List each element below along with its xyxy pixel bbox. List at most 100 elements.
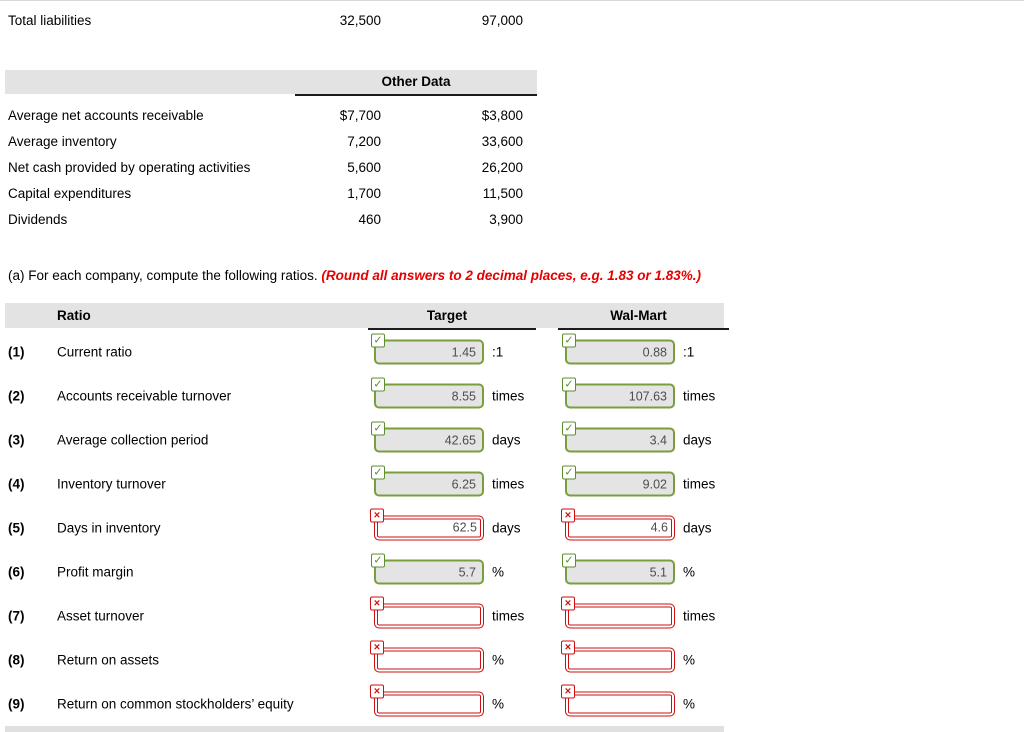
ratio-label: Accounts receivable turnover	[57, 388, 232, 404]
target-cell: ✓ 42.65 days	[371, 421, 521, 453]
unit-label: times	[683, 388, 716, 404]
other-data-rows: Average net accounts receivable $7,700 $…	[0, 96, 540, 232]
answer-input[interactable]: ×	[561, 640, 675, 673]
answer-input[interactable]: ×	[561, 684, 675, 717]
check-icon: ✓	[562, 465, 576, 480]
ratio-label: Return on assets	[57, 652, 160, 668]
answer-input[interactable]: ✓ 107.63	[562, 377, 675, 409]
answer-input[interactable]: ×	[370, 684, 484, 717]
unit-label: times	[683, 476, 716, 492]
answer-input[interactable]: ✓ 5.7	[371, 553, 484, 585]
ratio-label: Average collection period	[57, 432, 209, 448]
od-target-value: 5,600	[347, 159, 381, 175]
od-row-label: Net cash provided by operating activitie…	[8, 159, 251, 175]
answer-input[interactable]: ✓ 0.88	[562, 333, 675, 365]
target-cell: × 62.5 days	[370, 508, 521, 541]
walmart-cell: ✓ 107.63 times	[562, 377, 716, 409]
target-cell: × %	[370, 684, 505, 717]
check-icon: ✓	[371, 465, 385, 480]
x-icon: ×	[561, 684, 575, 699]
answer-input[interactable]: ×	[561, 596, 675, 629]
answer-input[interactable]: ✓ 3.4	[562, 421, 675, 453]
row-number: (1)	[8, 344, 25, 360]
walmart-cell: × 4.6 days	[561, 508, 712, 541]
total-liabilities-label: Total liabilities	[8, 12, 92, 28]
od-row-label: Dividends	[8, 211, 68, 227]
od-walmart-value: 26,200	[481, 159, 523, 175]
walmart-cell: ✓ 5.1 %	[562, 553, 695, 585]
answer-value: 5.1	[649, 565, 667, 580]
target-column-underline	[368, 328, 536, 330]
od-target-value: 460	[358, 211, 381, 227]
row-number: (8)	[8, 652, 25, 668]
x-icon: ×	[561, 640, 575, 655]
ratio-table: Ratio Target Wal-Mart (1) Current ratio …	[0, 303, 740, 726]
answer-input[interactable]: ×	[370, 640, 484, 673]
row-number: (2)	[8, 388, 25, 404]
walmart-cell: × times	[561, 596, 716, 629]
row-number: (9)	[8, 696, 25, 712]
row-number: (7)	[8, 608, 25, 624]
other-data-underline	[295, 94, 537, 96]
answer-input[interactable]: × 62.5	[370, 508, 484, 541]
unit-label: %	[492, 564, 505, 580]
total-liabilities-walmart-value: 97,000	[481, 12, 523, 28]
other-data-header-band: Other Data	[5, 70, 537, 94]
other-data-table: Other Data Average net accounts receivab…	[0, 70, 540, 232]
od-row-label: Average inventory	[8, 133, 117, 149]
top-divider	[0, 0, 1024, 1]
answer-input[interactable]: ✓ 5.1	[562, 553, 675, 585]
unit-label: days	[683, 432, 712, 448]
x-icon: ×	[370, 596, 384, 611]
other-data-row: Average inventory 7,200 33,600	[0, 128, 540, 154]
answer-value: 42.65	[444, 433, 476, 448]
ratio-row: (1) Current ratio ✓ 1.45 :1 ✓ 0.88 :1	[0, 330, 740, 374]
target-cell: × times	[370, 596, 524, 629]
ratio-label: Return on common stockholders’ equity	[57, 696, 294, 712]
od-row-label: Average net accounts receivable	[8, 107, 204, 123]
answer-input[interactable]: ✓ 6.25	[371, 465, 484, 497]
total-liabilities-row: Total liabilities 32,500 97,000	[0, 7, 540, 33]
unit-label: :1	[492, 344, 504, 360]
unit-label: days	[492, 432, 521, 448]
answer-input[interactable]: ✓ 42.65	[371, 421, 484, 453]
ratio-table-header-band: Ratio Target Wal-Mart	[5, 303, 729, 330]
unit-label: times	[492, 388, 525, 404]
ratio-row: (9) Return on common stockholders’ equit…	[0, 682, 740, 726]
row-number: (6)	[8, 564, 25, 580]
answer-value: 1.45	[451, 345, 476, 360]
answer-input[interactable]: × 4.6	[561, 508, 675, 541]
row-number: (3)	[8, 432, 25, 448]
walmart-cell: ✓ 0.88 :1	[562, 333, 695, 365]
bottom-band	[5, 726, 724, 732]
answer-input[interactable]: ✓ 1.45	[371, 333, 484, 365]
ratio-label: Profit margin	[57, 564, 134, 580]
x-icon: ×	[370, 508, 384, 523]
answer-value: 107.63	[628, 389, 667, 404]
target-cell: ✓ 6.25 times	[371, 465, 524, 497]
instruction-text: (a) For each company, compute the follow…	[8, 266, 1008, 286]
other-data-row: Net cash provided by operating activitie…	[0, 154, 540, 180]
check-icon: ✓	[562, 333, 576, 348]
answer-value: 4.6	[650, 520, 668, 535]
answer-input[interactable]: ✓ 9.02	[562, 465, 675, 497]
row-number: (5)	[8, 520, 25, 536]
answer-input[interactable]: ×	[370, 596, 484, 629]
instruction-prefix: (a) For each company, compute the follow…	[8, 268, 322, 283]
ratio-row: (4) Inventory turnover ✓ 6.25 times ✓ 9.…	[0, 462, 740, 506]
unit-label: %	[492, 696, 505, 712]
unit-label: :1	[683, 344, 695, 360]
column-header-target: Target	[426, 308, 468, 323]
row-number: (4)	[8, 476, 25, 492]
ratio-label: Inventory turnover	[57, 476, 166, 492]
unit-label: times	[683, 608, 716, 624]
ratio-label: Days in inventory	[57, 520, 161, 536]
other-data-row: Dividends 460 3,900	[0, 206, 540, 232]
ratio-label: Asset turnover	[57, 608, 145, 624]
answer-input[interactable]: ✓ 8.55	[371, 377, 484, 409]
answer-value: 8.55	[451, 389, 476, 404]
unit-label: %	[683, 652, 696, 668]
ratio-row: (7) Asset turnover × times × times	[0, 594, 740, 638]
od-target-value: 7,200	[347, 133, 381, 149]
check-icon: ✓	[562, 553, 576, 568]
